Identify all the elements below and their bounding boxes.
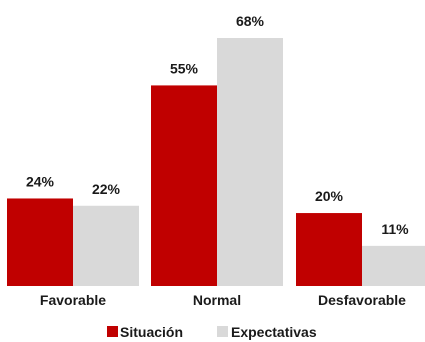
bar-normal-situacion [151, 85, 217, 286]
data-label-desfavorable-expectativas: 11% [381, 221, 409, 237]
bar-favorable-situacion [7, 198, 73, 286]
data-label-desfavorable-situacion: 20% [315, 188, 344, 204]
legend: Situación Expectativas [107, 324, 317, 340]
data-label-normal-situacion: 55% [170, 60, 199, 76]
category-label-desfavorable: Desfavorable [318, 292, 406, 308]
bar-normal-expectativas [217, 38, 283, 286]
legend-label-expectativas: Expectativas [231, 324, 317, 340]
bar-desfavorable-expectativas [362, 245, 425, 286]
bar-favorable-expectativas [73, 205, 139, 286]
data-label-favorable-expectativas: 22% [92, 181, 121, 197]
bars-layer [7, 38, 425, 286]
category-label-normal: Normal [193, 292, 241, 308]
bar-desfavorable-situacion [296, 213, 362, 286]
legend-swatch-expectativas [217, 326, 228, 337]
data-label-favorable-situacion: 24% [26, 173, 55, 189]
category-labels-layer: Favorable Normal Desfavorable [40, 292, 406, 308]
legend-swatch-situacion [107, 326, 118, 337]
category-label-favorable: Favorable [40, 292, 106, 308]
data-label-normal-expectativas: 68% [236, 13, 265, 29]
legend-label-situacion: Situación [120, 324, 183, 340]
value-labels-layer: 24% 22% 55% 68% 20% 11% [26, 13, 409, 237]
